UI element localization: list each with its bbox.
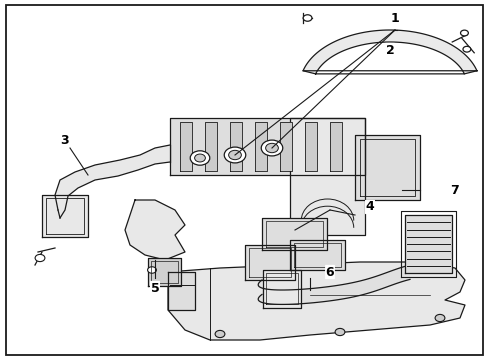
Polygon shape [303,30,476,74]
Circle shape [194,154,205,162]
Polygon shape [262,218,326,250]
Text: 3: 3 [61,134,69,147]
Polygon shape [204,122,217,171]
Circle shape [215,330,224,338]
Polygon shape [42,195,88,237]
Polygon shape [404,215,451,273]
Circle shape [462,46,470,52]
Circle shape [228,150,241,160]
Circle shape [190,151,209,165]
Circle shape [303,15,311,21]
Polygon shape [305,122,317,171]
Polygon shape [289,240,345,270]
Circle shape [265,143,278,153]
Text: 7: 7 [450,184,458,197]
Text: 4: 4 [365,201,374,213]
Text: 1: 1 [390,12,399,24]
Polygon shape [254,122,266,171]
Polygon shape [55,145,170,218]
Polygon shape [168,262,464,340]
Circle shape [224,147,245,163]
Polygon shape [280,122,292,171]
Circle shape [261,140,282,156]
Circle shape [147,267,156,273]
Polygon shape [263,270,301,308]
Circle shape [334,328,344,336]
Polygon shape [354,135,419,200]
Circle shape [434,314,444,321]
Polygon shape [170,118,364,175]
Polygon shape [329,122,342,171]
Circle shape [35,255,45,262]
Text: 5: 5 [150,282,159,294]
Polygon shape [244,245,294,280]
Text: 6: 6 [325,266,334,279]
Polygon shape [148,258,181,286]
Polygon shape [229,122,242,171]
Polygon shape [125,200,184,260]
Polygon shape [180,122,192,171]
Text: 2: 2 [385,44,393,57]
Polygon shape [289,118,364,235]
Polygon shape [168,272,195,310]
Circle shape [460,30,468,36]
